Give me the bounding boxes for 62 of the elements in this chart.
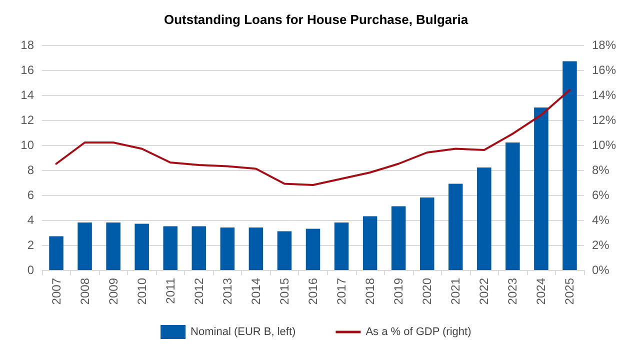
y2-tick-label: 8% (592, 163, 610, 177)
bar (562, 61, 577, 270)
x-tick-label: 2020 (420, 278, 434, 305)
bar (78, 222, 92, 270)
x-tick-label: 2008 (78, 278, 92, 305)
x-tick-label: 2024 (534, 278, 548, 305)
x-tick-label: 2018 (363, 278, 378, 305)
y2-tick-label: 16% (592, 63, 616, 77)
y-tick-label: 4 (27, 213, 34, 227)
x-tick-label: 2010 (134, 278, 149, 305)
x-tick-label: 2016 (306, 278, 320, 305)
bar (277, 231, 292, 270)
y2-tick-label: 4% (592, 213, 610, 227)
bar (334, 222, 349, 270)
bar (477, 168, 492, 270)
bar (106, 222, 120, 270)
bar (448, 184, 463, 270)
x-tick-label: 2021 (448, 278, 463, 305)
bar (49, 236, 64, 270)
y2-tick-label: 0% (592, 263, 610, 277)
legend-label: As a % of GDP (right) (366, 326, 472, 338)
y-tick-label: 0 (27, 263, 34, 277)
bar (163, 226, 178, 270)
chart-title: Outstanding Loans for House Purchase, Bulgaria (164, 12, 469, 27)
x-tick-label: 2015 (277, 278, 292, 305)
bar (192, 226, 206, 270)
bar (220, 228, 235, 270)
x-tick-label: 2014 (248, 278, 263, 305)
y-tick-label: 12 (20, 113, 34, 127)
bar (534, 108, 548, 270)
x-tick-label: 2017 (334, 278, 349, 305)
x-tick-label: 2012 (192, 278, 206, 305)
y-tick-label: 14 (20, 88, 34, 102)
y2-tick-label: 10% (592, 138, 616, 152)
bar (420, 198, 434, 270)
bar (506, 142, 520, 270)
bar (306, 228, 320, 270)
bar (248, 228, 264, 270)
x-tick-label: 2025 (562, 278, 577, 305)
x-tick-label: 2023 (506, 278, 520, 305)
bar (362, 216, 378, 270)
x-tick-label: 2022 (477, 278, 492, 305)
bar (134, 224, 149, 270)
x-tick-label: 2013 (220, 278, 234, 305)
y-tick-label: 2 (27, 238, 34, 252)
y2-tick-label: 12% (592, 113, 616, 127)
y-tick-label: 8 (27, 163, 34, 177)
x-tick-label: 2019 (392, 278, 406, 305)
y2-tick-label: 18% (592, 38, 616, 52)
bar (391, 206, 406, 270)
y-tick-label: 10 (20, 138, 34, 152)
y2-tick-label: 6% (592, 188, 610, 202)
y2-tick-label: 2% (592, 238, 610, 252)
y-tick-label: 6 (27, 188, 34, 202)
line-series (55, 89, 571, 186)
y2-tick-label: 14% (592, 88, 616, 102)
legend-label: Nominal (EUR B, left) (190, 326, 296, 338)
x-tick-label: 2011 (163, 278, 178, 304)
y-tick-label: 18 (20, 38, 34, 52)
y-tick-label: 16 (20, 63, 34, 77)
x-tick-label: 2007 (49, 278, 64, 305)
x-tick-label: 2009 (106, 278, 120, 305)
